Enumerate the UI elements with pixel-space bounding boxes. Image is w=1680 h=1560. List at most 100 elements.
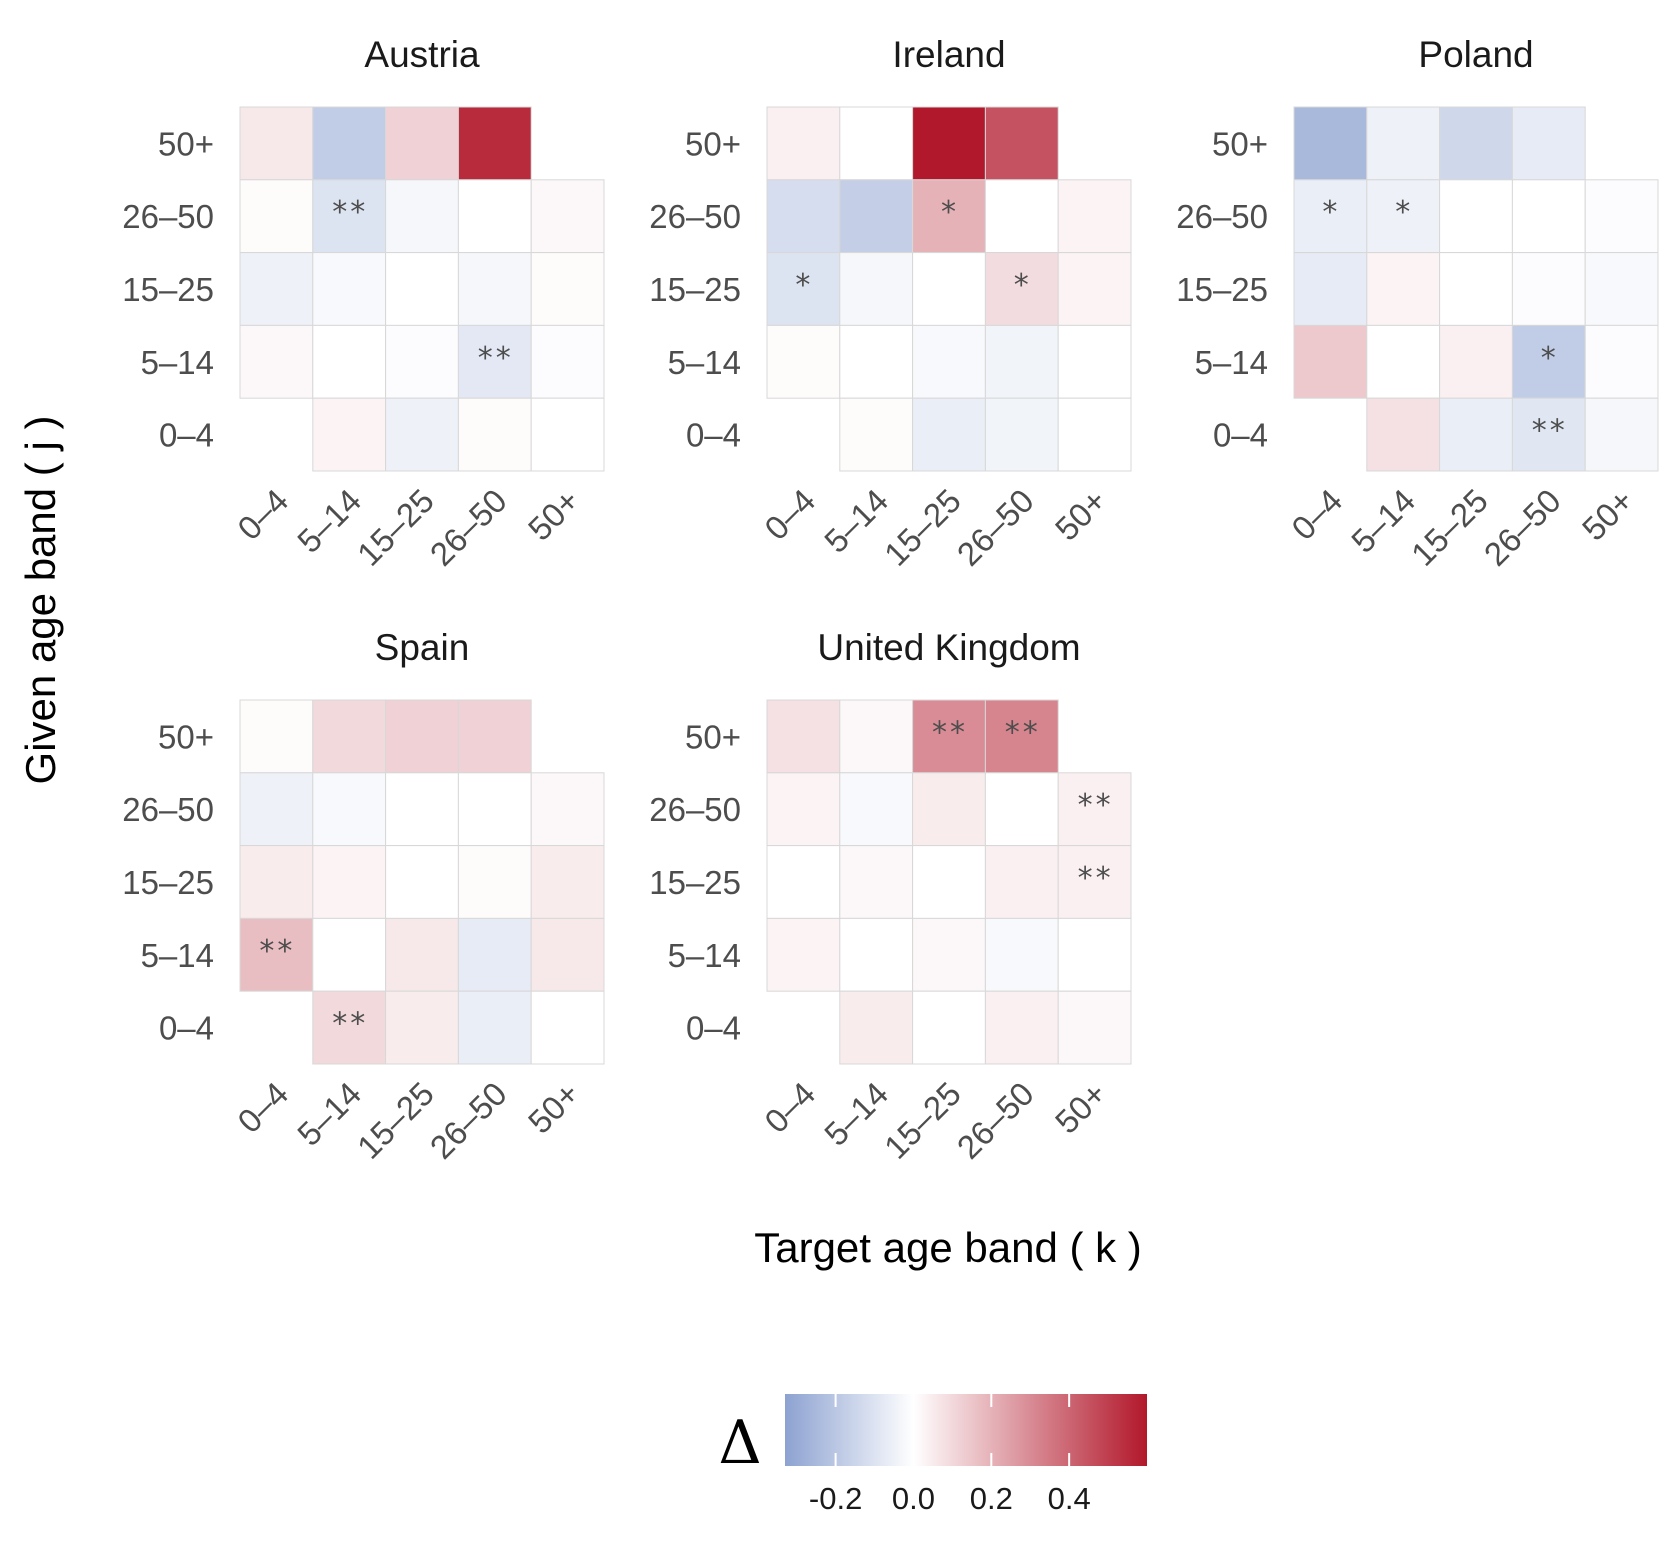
x-tick-label: 0–4	[1284, 482, 1349, 547]
heatmap-cell	[531, 773, 604, 846]
heatmap-cell	[767, 107, 840, 180]
x-tick-label: 26–50	[423, 482, 514, 573]
heatmap-cell	[1512, 107, 1585, 180]
y-tick-label: 0–4	[159, 1010, 214, 1047]
heatmap-cell	[458, 398, 531, 471]
y-tick-label: 50+	[685, 125, 741, 162]
significance-marker: **	[332, 195, 368, 230]
significance-marker: **	[332, 1007, 368, 1042]
y-tick-label: 50+	[158, 125, 214, 162]
x-tick-label: 26–50	[1477, 482, 1568, 573]
panels: Austria****50+26–5015–255–140–40–45–1415…	[122, 34, 1658, 1166]
significance-marker: **	[932, 715, 968, 750]
y-tick-label: 26–50	[1176, 198, 1268, 235]
heatmap-cell	[985, 398, 1058, 471]
heatmap-cell	[386, 700, 459, 773]
heatmap-cell	[1294, 107, 1367, 180]
significance-marker: **	[1078, 861, 1114, 896]
y-tick-label: 15–25	[1176, 271, 1268, 308]
significance-marker: **	[1078, 788, 1114, 823]
heatmap-cell	[840, 846, 913, 919]
x-tick-label: 15–25	[877, 482, 968, 573]
y-tick-label: 5–14	[141, 937, 214, 974]
heatmap-cell	[1440, 398, 1513, 471]
heatmap-cell	[531, 253, 604, 326]
y-tick-label: 5–14	[1195, 344, 1268, 381]
heatmap-cell	[386, 773, 459, 846]
significance-marker: **	[478, 341, 514, 376]
heatmap-cell	[840, 325, 913, 398]
heatmap-cell	[313, 846, 386, 919]
heatmap-cell	[531, 325, 604, 398]
panel-title: Ireland	[892, 34, 1005, 75]
x-tick-label: 0–4	[757, 482, 822, 547]
significance-marker: *	[941, 195, 959, 230]
heatmap-cell	[1440, 180, 1513, 253]
y-tick-label: 15–25	[649, 864, 741, 901]
heatmap-cell	[840, 700, 913, 773]
heatmap-cell	[458, 700, 531, 773]
panel-title: United Kingdom	[817, 627, 1080, 668]
y-tick-label: 15–25	[649, 271, 741, 308]
heatmap-cell	[240, 846, 313, 919]
panel-title: Spain	[375, 627, 470, 668]
heatmap-cell	[1294, 325, 1367, 398]
heatmap-cell	[985, 325, 1058, 398]
heatmap-cell	[386, 398, 459, 471]
y-tick-label: 15–25	[122, 271, 214, 308]
y-axis-title: Given age band ( j )	[17, 416, 64, 785]
heatmap-cell	[985, 991, 1058, 1064]
x-tick-label: 26–50	[950, 482, 1041, 573]
heatmap-cell	[1367, 107, 1440, 180]
panel-spain: Spain****50+26–5015–255–140–40–45–1415–2…	[122, 627, 604, 1166]
heatmap-cell	[1367, 253, 1440, 326]
significance-marker: *	[1014, 268, 1032, 303]
heatmap-cell	[1367, 325, 1440, 398]
significance-marker: *	[1395, 195, 1413, 230]
x-tick-label: 50+	[1048, 482, 1114, 548]
heatmap-cell	[985, 846, 1058, 919]
heatmap-cell	[985, 107, 1058, 180]
y-tick-label: 26–50	[122, 198, 214, 235]
heatmap-cell	[240, 325, 313, 398]
heatmap-cell	[313, 918, 386, 991]
heatmap-cell	[1440, 107, 1513, 180]
x-tick-label: 15–25	[877, 1075, 968, 1166]
y-tick-label: 50+	[685, 718, 741, 755]
y-tick-label: 50+	[1212, 125, 1268, 162]
heatmap-cell	[1058, 918, 1131, 991]
heatmap-cell	[1058, 398, 1131, 471]
heatmap-cell	[1058, 253, 1131, 326]
legend-tick-label: 0.2	[970, 1481, 1013, 1516]
heatmap-cell	[840, 107, 913, 180]
heatmap-cell	[913, 918, 986, 991]
y-tick-label: 50+	[158, 718, 214, 755]
y-tick-label: 26–50	[649, 198, 741, 235]
x-tick-label: 50+	[521, 1075, 587, 1141]
heatmap-cell	[313, 398, 386, 471]
heatmap-cell	[1440, 253, 1513, 326]
x-tick-label: 0–4	[230, 482, 295, 547]
heatmap-cell	[531, 180, 604, 253]
heatmap-cell	[840, 991, 913, 1064]
y-tick-label: 5–14	[141, 344, 214, 381]
heatmap-cell	[313, 107, 386, 180]
heatmap-cell	[1058, 325, 1131, 398]
heatmap-cell	[313, 700, 386, 773]
heatmap-cell	[767, 700, 840, 773]
heatmap-cell	[1440, 325, 1513, 398]
heatmap-cell	[840, 773, 913, 846]
heatmap-cell	[458, 918, 531, 991]
y-tick-label: 15–25	[122, 864, 214, 901]
heatmap-cell	[531, 991, 604, 1064]
heatmap-cell	[1294, 253, 1367, 326]
heatmap-cell	[386, 846, 459, 919]
heatmap-cell	[240, 180, 313, 253]
legend-tick-label: -0.2	[809, 1481, 862, 1516]
heatmap-cell	[1367, 398, 1440, 471]
heatmap-cell	[240, 107, 313, 180]
heatmap-cell	[458, 846, 531, 919]
heatmap-cell	[313, 325, 386, 398]
heatmap-cell	[458, 991, 531, 1064]
